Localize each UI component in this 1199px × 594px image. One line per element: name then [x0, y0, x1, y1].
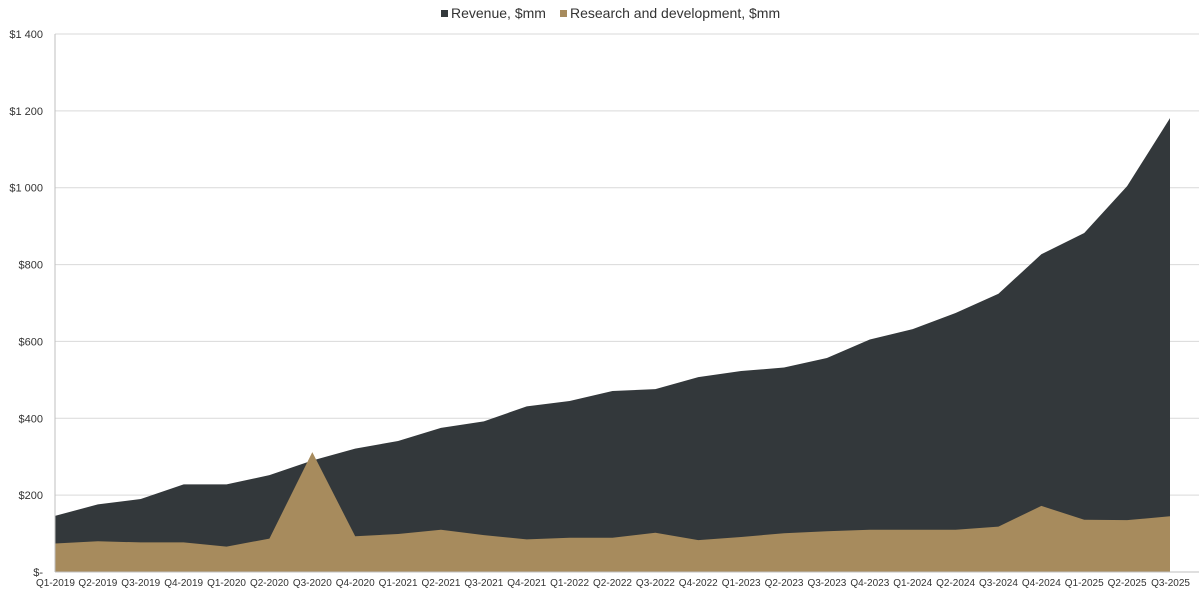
x-tick-label: Q4-2022 — [679, 578, 718, 589]
x-tick-label: Q1-2024 — [893, 578, 932, 589]
x-tick-label: Q4-2021 — [507, 578, 546, 589]
x-tick-label: Q4-2019 — [164, 578, 203, 589]
legend-swatch-1 — [560, 10, 567, 17]
x-tick-label: Q3-2020 — [293, 578, 332, 589]
x-tick-label: Q1-2019 — [36, 578, 75, 589]
series-area-1 — [55, 452, 1170, 572]
x-tick-label: Q1-2021 — [379, 578, 418, 589]
y-tick-label: $800 — [19, 260, 43, 272]
y-tick-label: $200 — [19, 490, 43, 502]
x-tick-label: Q3-2025 — [1151, 578, 1190, 589]
y-tick-label: $1 400 — [9, 29, 43, 41]
legend-label-1: Research and development, $mm — [570, 5, 780, 21]
legend: Revenue, $mm Research and development, $m… — [441, 5, 780, 21]
x-tick-label: Q4-2023 — [850, 578, 889, 589]
y-tick-label: $1 200 — [9, 106, 43, 118]
y-tick-label: $- — [33, 567, 43, 579]
x-tick-label: Q2-2020 — [250, 578, 289, 589]
x-tick-label: Q2-2023 — [765, 578, 804, 589]
x-tick-label: Q2-2022 — [593, 578, 632, 589]
x-axis-ticks: Q1-2019 Q2-2019 Q3-2019 Q4-2019 Q1-2020 Q2-20… — [36, 578, 1190, 589]
axes — [54, 34, 1199, 573]
series-area-0 — [55, 118, 1170, 572]
x-tick-label: Q3-2023 — [807, 578, 846, 589]
x-tick-label: Q4-2020 — [336, 578, 375, 589]
x-tick-label: Q2-2019 — [78, 578, 117, 589]
x-tick-label: Q1-2025 — [1065, 578, 1104, 589]
x-tick-label: Q1-2023 — [722, 578, 761, 589]
x-tick-label: Q1-2020 — [207, 578, 246, 589]
x-tick-label: Q1-2022 — [550, 578, 589, 589]
x-tick-label: Q4-2024 — [1022, 578, 1061, 589]
legend-label-0: Revenue, $mm — [451, 5, 546, 21]
y-axis-ticks: $- $200 $400 $600 $800 $1 000 $1 200 $1 400 — [9, 29, 43, 579]
y-tick-label: $400 — [19, 413, 43, 425]
x-tick-label: Q3-2019 — [121, 578, 160, 589]
y-tick-label: $1 000 — [9, 183, 43, 195]
x-tick-label: Q3-2024 — [979, 578, 1018, 589]
legend-swatch-0 — [441, 10, 448, 17]
gridlines — [55, 33, 1199, 496]
y-tick-label: $600 — [19, 336, 43, 348]
x-tick-label: Q2-2021 — [422, 578, 461, 589]
x-tick-label: Q3-2022 — [636, 578, 675, 589]
series-areas — [55, 118, 1170, 572]
x-tick-label: Q2-2025 — [1108, 578, 1147, 589]
x-tick-label: Q2-2024 — [936, 578, 975, 589]
x-tick-label: Q3-2021 — [464, 578, 503, 589]
